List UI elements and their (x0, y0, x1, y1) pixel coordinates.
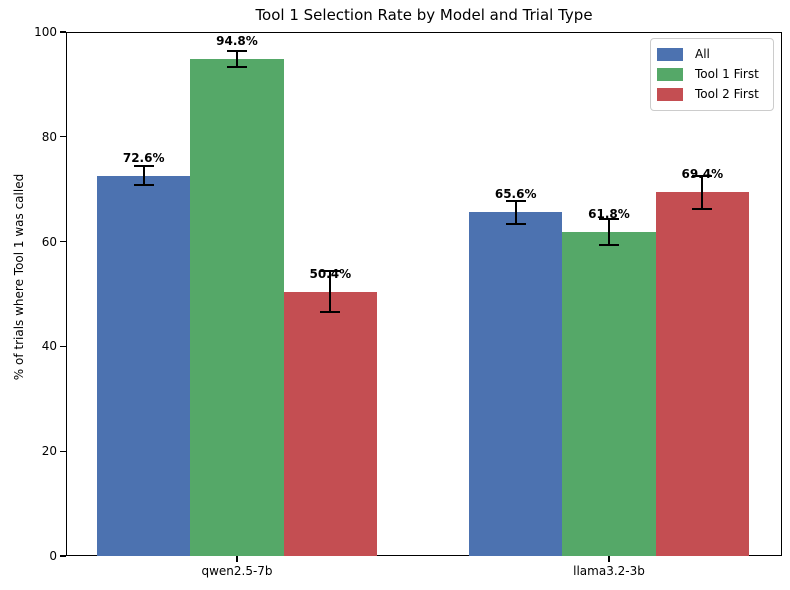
error-bar-cap (320, 311, 341, 314)
error-bar-cap (599, 244, 619, 247)
y-tick-mark (60, 555, 66, 557)
x-tick-mark (608, 556, 610, 562)
bar-value-label: 72.6% (122, 150, 165, 165)
y-tick-mark (60, 240, 66, 243)
error-bar-cap (133, 165, 154, 168)
error-bar-cap (692, 174, 713, 177)
bar-value-label: 65.6% (494, 187, 537, 202)
error-bar-line (514, 200, 517, 224)
error-bar-line (329, 271, 332, 313)
legend-swatch (657, 87, 683, 101)
bar (655, 192, 749, 556)
bar-value-label: 61.8% (588, 207, 630, 222)
bar (190, 59, 284, 556)
error-bar-line (236, 51, 238, 68)
error-bar-cap (227, 66, 247, 69)
chart-title: Tool 1 Selection Rate by Model and Trial… (255, 6, 593, 24)
legend-row: Tool 2 First (657, 84, 765, 104)
y-tick-label: 80 (41, 129, 57, 144)
legend-swatch (657, 47, 683, 61)
y-tick-mark (60, 31, 66, 33)
bar (283, 291, 377, 556)
y-tick-mark (60, 345, 66, 348)
bar (562, 232, 656, 556)
legend-row: Tool 1 First (657, 64, 765, 84)
error-bar-cap (133, 184, 154, 186)
error-bar-cap (505, 222, 526, 225)
error-bar-line (701, 175, 704, 210)
error-bar-cap (320, 270, 341, 273)
y-tick-label: 40 (41, 339, 57, 354)
legend-label: All (695, 47, 710, 61)
y-tick-mark (60, 450, 66, 452)
bar-value-label: 69.4% (662, 167, 742, 182)
legend: All Tool 1 First Tool 2 First (650, 38, 774, 111)
bar (97, 175, 191, 556)
error-bar-cap (599, 218, 619, 221)
y-tick-label: 60 (41, 234, 57, 249)
x-tick-label: llama3.2-3b (573, 564, 645, 578)
y-tick-label: 20 (41, 444, 57, 459)
error-bar-cap (505, 199, 526, 202)
bar-value-label: 94.8% (216, 34, 258, 49)
legend-label: Tool 2 First (695, 87, 759, 101)
error-bar-line (142, 166, 145, 185)
y-tick-label: 100 (34, 25, 57, 39)
y-tick-mark (60, 136, 66, 138)
x-tick-label: qwen2.5-7b (201, 564, 273, 578)
legend-swatch (657, 67, 683, 81)
bar (469, 212, 563, 556)
legend-label: Tool 1 First (695, 67, 759, 81)
y-tick-label: 0 (49, 549, 57, 563)
error-bar-cap (692, 208, 713, 211)
y-axis-label: % of trials where Tool 1 was called (12, 173, 26, 381)
x-tick-mark (236, 556, 238, 562)
error-bar-line (608, 219, 610, 246)
legend-row: All (657, 44, 765, 64)
error-bar-cap (227, 50, 247, 53)
